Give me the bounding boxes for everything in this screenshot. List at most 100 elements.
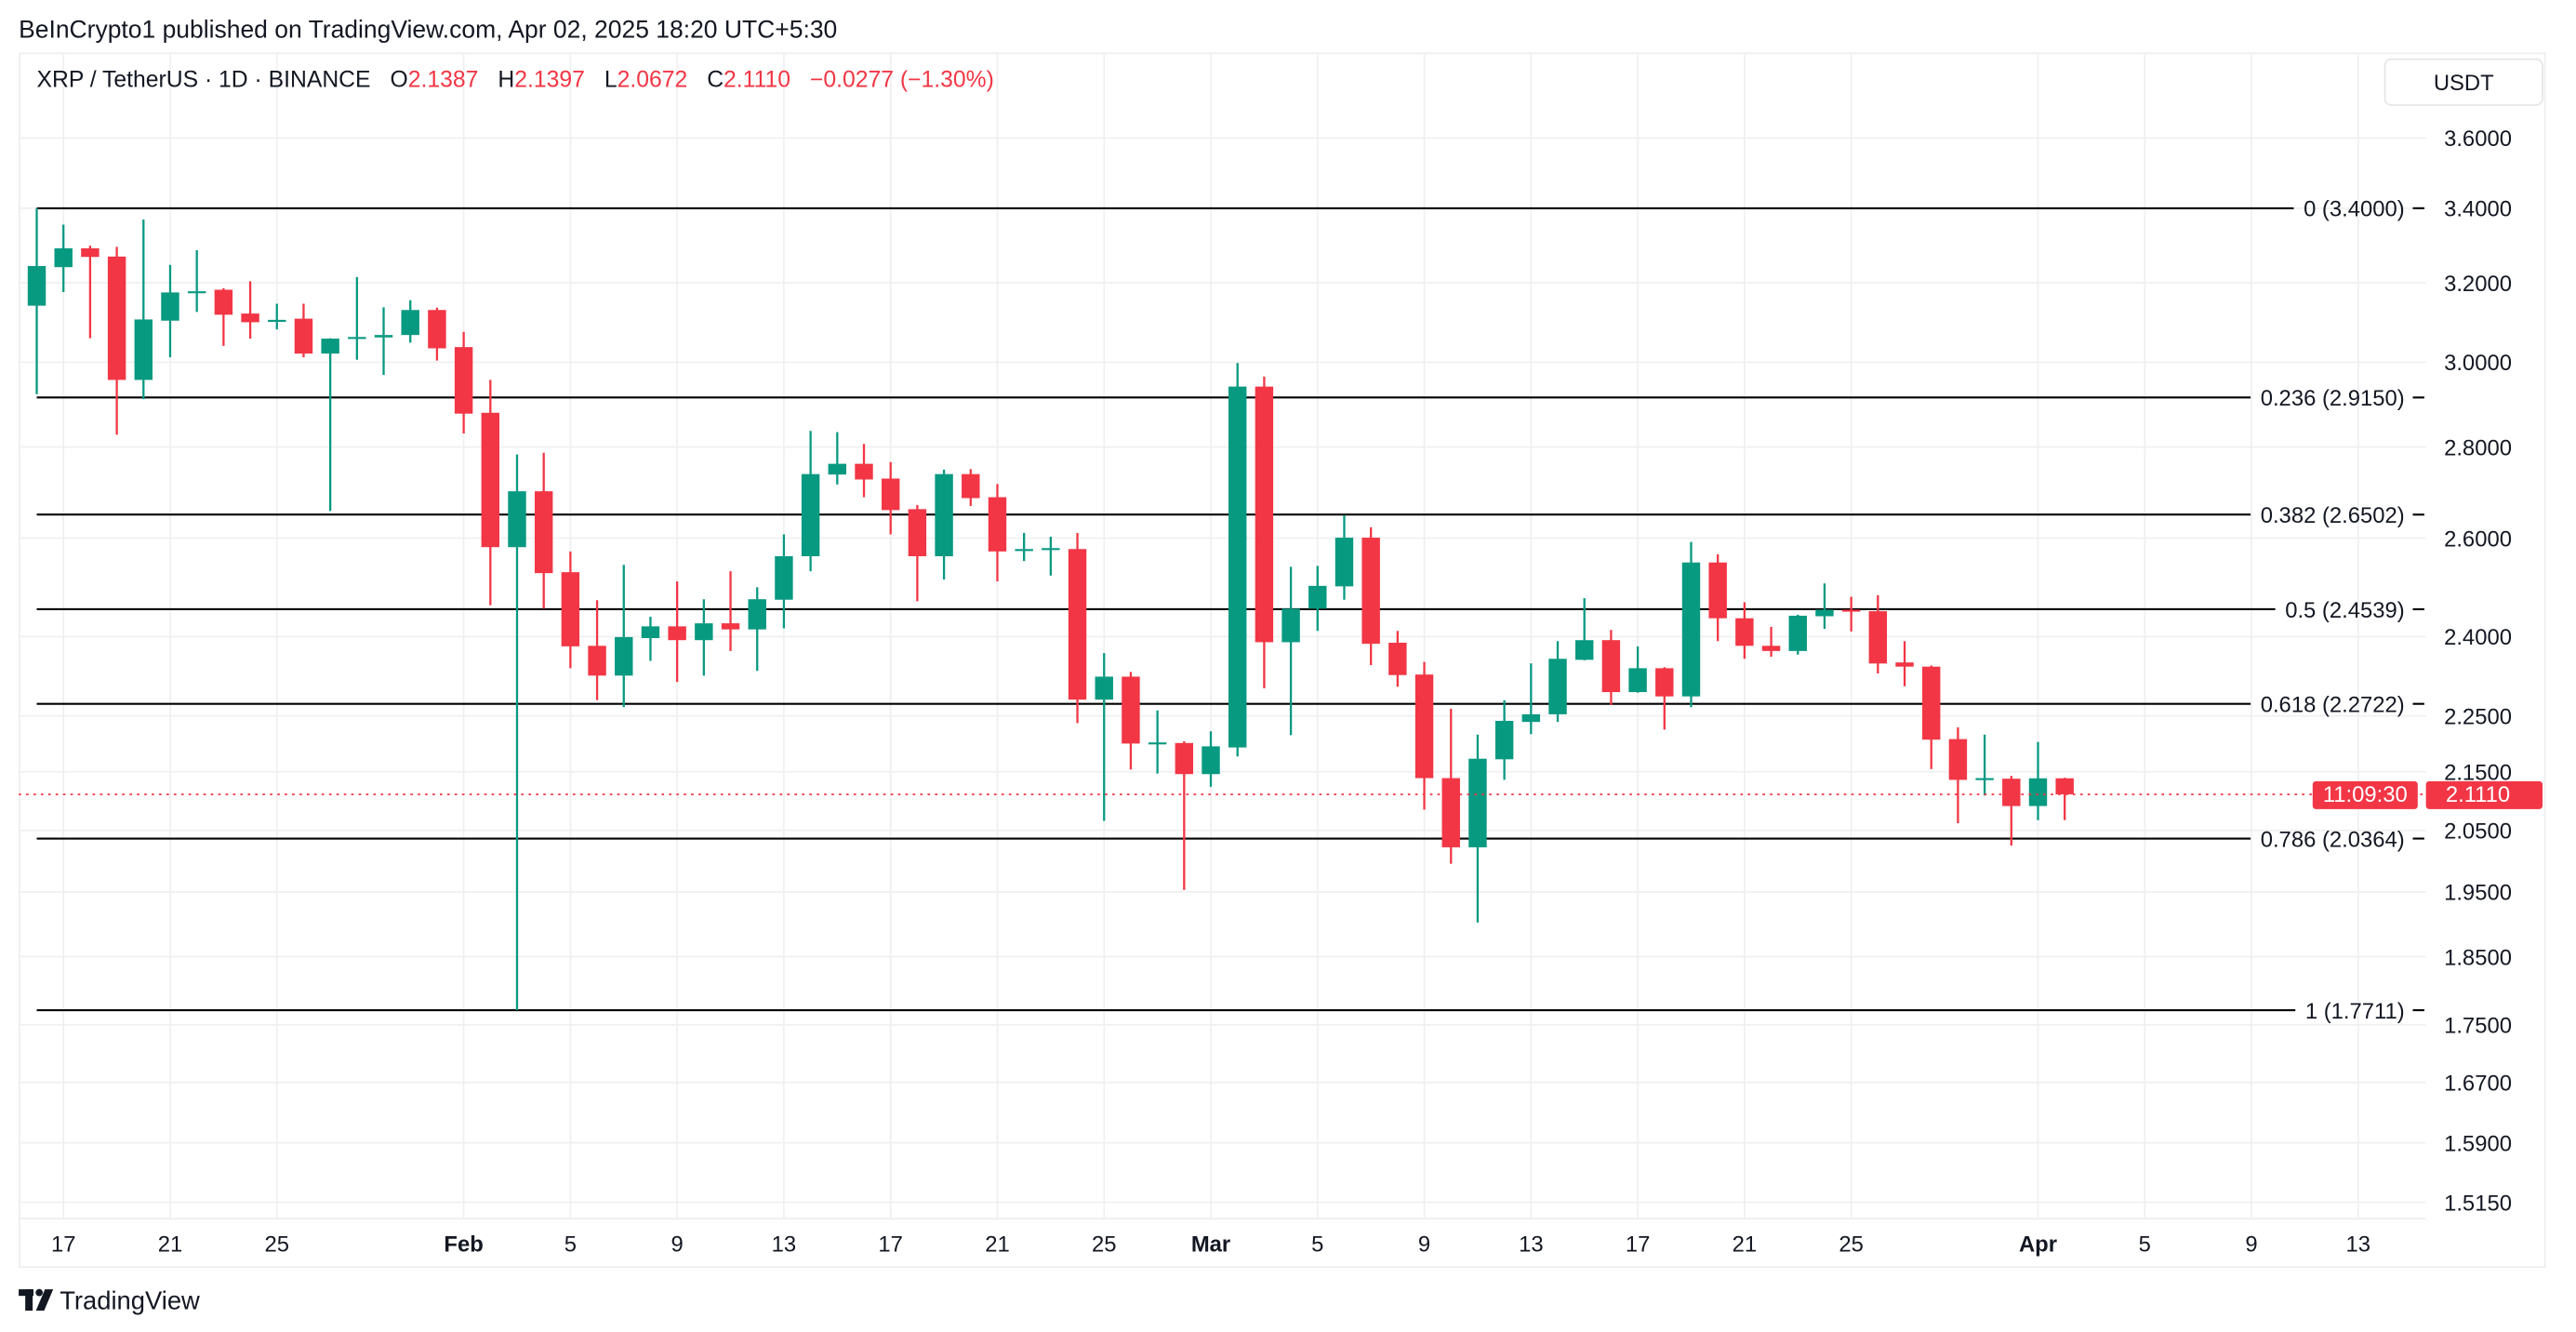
candle-down	[1388, 631, 1407, 687]
bar-countdown-tag: 11:09:30	[2312, 780, 2418, 809]
candles	[27, 207, 2074, 1011]
candle-body	[668, 626, 686, 641]
candle-body	[2028, 778, 2048, 806]
candle-up	[1521, 663, 1541, 735]
candle-body	[134, 319, 153, 380]
candle-body	[721, 623, 740, 630]
candle-down	[2002, 776, 2021, 846]
candle-up	[1815, 583, 1834, 630]
candle-up	[134, 219, 153, 400]
candle-down	[294, 303, 313, 358]
fib-level-label: 0.382 (2.6502)	[2261, 503, 2405, 528]
fib-level-label: 0.236 (2.9150)	[2261, 386, 2405, 411]
candle-down	[454, 331, 473, 434]
candle-up	[1628, 646, 1647, 693]
candle-down	[1761, 626, 1781, 658]
currency-label: USDT	[2434, 71, 2494, 96]
candle-body	[81, 247, 100, 258]
candle-body	[268, 319, 286, 322]
price-axis[interactable]: 3.6000 3.4000 3.2000 3.0000 2.8000 2.6000 2.40…	[2444, 127, 2512, 1216]
time-axis-label: 13	[2346, 1232, 2371, 1257]
tradingview-logo-text: TradingView	[60, 1285, 200, 1314]
fib-level-label: 0 (3.4000)	[2304, 197, 2405, 222]
candle-body	[695, 623, 713, 641]
candle-down	[534, 452, 553, 609]
candle-body	[454, 347, 473, 414]
candle-up	[1575, 598, 1594, 660]
candle-down	[428, 307, 446, 361]
candle-up	[401, 300, 419, 343]
candle-down	[481, 380, 500, 606]
candle-body	[1868, 611, 1888, 664]
candle-body	[161, 292, 179, 321]
price-axis-label: 3.6000	[2444, 127, 2512, 152]
candle-body	[1308, 585, 1327, 609]
fib-retracement[interactable]: 0 (3.4000) 0.236 (2.9150) 0.382 (2.6502) 0.…	[36, 197, 2424, 1024]
symbol-legend: XRP / TetherUS · 1D · BINANCE O2.1387 H2…	[37, 68, 994, 93]
candle-up	[1308, 566, 1327, 632]
candle-body	[1681, 562, 1701, 697]
published-caption: BeInCrypto1 published on TradingView.com…	[19, 16, 837, 44]
candle-down	[561, 551, 580, 669]
candle-down	[1735, 602, 1754, 659]
candle-body	[988, 497, 1007, 552]
candle-down	[668, 581, 686, 683]
candle-down	[214, 287, 233, 346]
open-label: O	[391, 68, 408, 93]
grid	[19, 54, 2426, 1219]
time-axis-label: 21	[158, 1232, 183, 1257]
candle-body	[1468, 758, 1487, 847]
candle-up	[27, 207, 46, 394]
candle-up	[748, 587, 766, 672]
candle-body	[2055, 778, 2074, 794]
last-price-tag-background	[2425, 780, 2543, 809]
candle-body	[1521, 713, 1541, 723]
candle-up	[321, 338, 339, 512]
time-axis-label: 9	[2245, 1232, 2257, 1257]
time-axis-label: 17	[1626, 1232, 1651, 1257]
candle-up	[1788, 614, 1807, 655]
time-axis-label: 21	[1733, 1232, 1758, 1257]
candle-up	[1228, 363, 1247, 757]
low-value: 2.0672	[617, 68, 688, 93]
candle-body	[54, 247, 73, 268]
candle-body	[1068, 549, 1087, 700]
bar-countdown: 11:09:30	[2323, 782, 2408, 807]
price-axis-label: 2.6000	[2444, 526, 2512, 552]
price-axis-label: 1.6700	[2444, 1072, 2512, 1097]
tradingview-logo[interactable]: TradingView	[19, 1285, 200, 1314]
symbol-name: XRP / TetherUS · 1D · BINANCE	[37, 68, 371, 93]
candle-up	[161, 264, 179, 358]
candle-up	[1281, 566, 1300, 736]
candle-body	[748, 599, 766, 630]
candle-body	[1095, 676, 1113, 700]
price-axis-label: 1.7500	[2444, 1014, 2512, 1039]
low-label: L	[604, 68, 617, 93]
candle-down	[241, 281, 259, 340]
candle-up	[1015, 532, 1033, 562]
bar-countdown-background	[2312, 780, 2418, 809]
candle-up	[695, 599, 713, 676]
time-axis-label: 21	[985, 1232, 1010, 1257]
candle-body	[1334, 538, 1354, 587]
candle-body	[428, 310, 446, 349]
candle-down	[107, 246, 126, 435]
fib-level-label: 0.618 (2.2722)	[2261, 693, 2405, 718]
price-axis-label: 1.8500	[2444, 945, 2512, 970]
candle-body	[534, 491, 553, 574]
time-axis-label: Apr	[2019, 1232, 2057, 1257]
candle-body	[962, 473, 980, 499]
time-axis[interactable]: 17 21 25 Feb 5 9 13 17 21 25 Mar 5 9 13 17 21 25 Apr 5 9 13	[19, 1218, 2426, 1257]
candle-body	[588, 646, 606, 676]
candle-body	[615, 636, 633, 676]
candle-down	[962, 469, 980, 506]
time-axis-label: 13	[1519, 1232, 1544, 1257]
candle-body	[881, 478, 900, 511]
candle-body	[1255, 386, 1274, 643]
currency-button[interactable]: USDT	[2383, 58, 2543, 106]
candle-body	[1202, 746, 1220, 775]
candle-body	[801, 473, 820, 556]
candle-body	[1735, 618, 1754, 646]
candle-body	[1975, 778, 1994, 780]
